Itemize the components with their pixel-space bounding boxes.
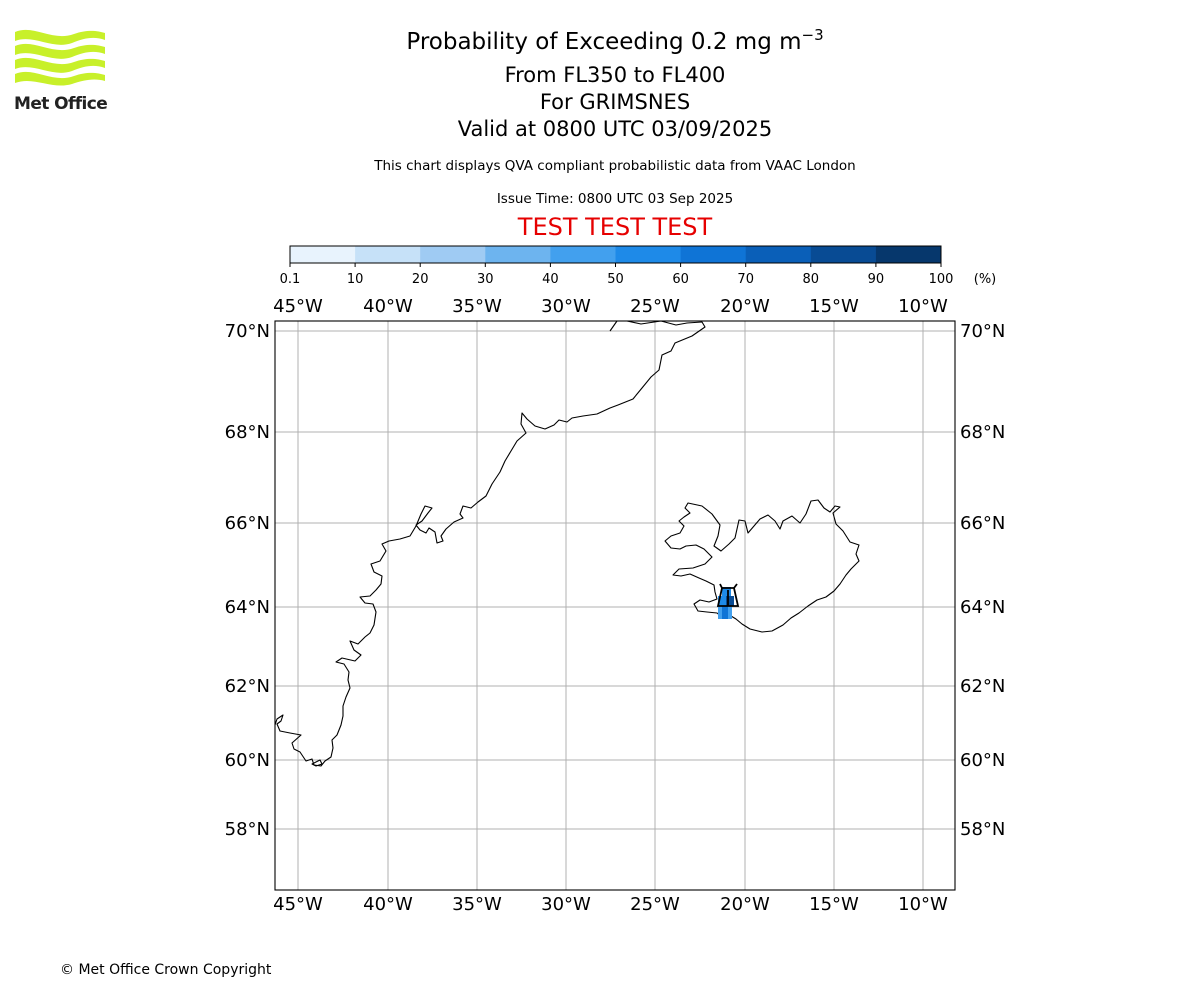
colorbar-cell bbox=[550, 246, 616, 263]
longitude-label-bottom: 30°W bbox=[541, 894, 591, 915]
chart-title: Probability of Exceeding 0.2 mg m−3 bbox=[0, 26, 1200, 55]
colorbar-cell bbox=[355, 246, 421, 263]
ash-probability-field bbox=[718, 587, 734, 619]
longitude-label-top: 45°W bbox=[273, 296, 323, 317]
colorbar-cell bbox=[680, 246, 747, 263]
ash-contour bbox=[716, 583, 740, 607]
colorbar-tick-label: 80 bbox=[803, 272, 820, 287]
longitude-label-top: 20°W bbox=[720, 296, 770, 317]
colorbar-tick-label: 60 bbox=[672, 272, 689, 287]
logo-text: Met Office bbox=[14, 94, 107, 112]
colorbar-cell bbox=[615, 246, 682, 263]
longitude-label-top: 30°W bbox=[541, 296, 591, 317]
flight-levels-subtitle: From FL350 to FL400 bbox=[504, 63, 726, 87]
colorbar-tick-label: 100 bbox=[929, 272, 954, 287]
longitude-label-top: 15°W bbox=[809, 296, 859, 317]
longitude-label-bottom: 40°W bbox=[363, 894, 413, 915]
colorbar-tick-label: 0.1 bbox=[280, 272, 301, 287]
latitude-label-left: 68°N bbox=[225, 422, 270, 443]
valid-time-subtitle: Valid at 0800 UTC 03/09/2025 bbox=[457, 117, 773, 141]
copyright-notice: © Met Office Crown Copyright bbox=[60, 962, 272, 978]
longitude-label-top: 10°W bbox=[898, 296, 948, 317]
volcano-subtitle: For GRIMSNES bbox=[539, 90, 691, 114]
longitude-label-bottom: 10°W bbox=[898, 894, 948, 915]
latitude-label-left: 62°N bbox=[225, 676, 270, 697]
graticule bbox=[275, 321, 955, 890]
colorbar-tick-label: 90 bbox=[868, 272, 885, 287]
greenland-islet bbox=[311, 759, 323, 767]
colorbar-tick-label: 70 bbox=[737, 272, 754, 287]
latitude-label-right: 68°N bbox=[960, 422, 1005, 443]
coastlines bbox=[274, 320, 860, 767]
colorbar-cell bbox=[485, 246, 551, 263]
longitude-label-top: 40°W bbox=[363, 296, 413, 317]
latitude-label-right: 70°N bbox=[960, 321, 1005, 342]
latitude-label-left: 70°N bbox=[225, 321, 270, 342]
colorbar-tick-label: 30 bbox=[477, 272, 494, 287]
colorbar-unit-label: (%) bbox=[974, 272, 997, 287]
colorbar-cell bbox=[290, 246, 356, 263]
latitude-label-left: 58°N bbox=[225, 819, 270, 840]
colorbar-cell bbox=[420, 246, 486, 263]
latitude-label-right: 58°N bbox=[960, 819, 1005, 840]
colorbar-cell bbox=[810, 246, 877, 263]
latitude-label-right: 60°N bbox=[960, 750, 1005, 771]
longitude-label-bottom: 15°W bbox=[809, 894, 859, 915]
latitude-label-left: 66°N bbox=[225, 513, 270, 534]
colorbar-cell bbox=[875, 246, 942, 263]
map-frame bbox=[274, 320, 956, 891]
latitude-label-left: 64°N bbox=[225, 597, 270, 618]
issue-time: Issue Time: 0800 UTC 03 Sep 2025 bbox=[496, 191, 734, 207]
latitude-label-left: 60°N bbox=[225, 750, 270, 771]
longitude-label-top: 35°W bbox=[452, 296, 502, 317]
longitude-label-top: 25°W bbox=[630, 296, 680, 317]
colorbar-cell bbox=[745, 246, 812, 263]
latitude-label-right: 62°N bbox=[960, 676, 1005, 697]
unit-exponent: −3 bbox=[801, 26, 824, 44]
colorbar: 0.1 10 20 30 40 50 60 70 80 90 100 (%) bbox=[280, 245, 997, 287]
chart-title-text: Probability of Exceeding 0.2 mg m bbox=[406, 29, 802, 55]
data-source-note: This chart displays QVA compliant probab… bbox=[374, 158, 856, 174]
colorbar-tick-label: 50 bbox=[607, 272, 624, 287]
longitude-label-bottom: 20°W bbox=[720, 894, 770, 915]
colorbar-tick-label: 10 bbox=[347, 272, 364, 287]
met-office-logo: Met Office bbox=[14, 28, 109, 114]
colorbar-tick-label: 40 bbox=[542, 272, 559, 287]
colorbar-tick-label: 20 bbox=[412, 272, 429, 287]
latitude-label-right: 66°N bbox=[960, 513, 1005, 534]
greenland-coastline bbox=[274, 320, 706, 767]
test-banner: TEST TEST TEST bbox=[517, 213, 713, 241]
longitude-label-bottom: 35°W bbox=[452, 894, 502, 915]
latitude-label-right: 64°N bbox=[960, 597, 1005, 618]
iceland-coastline bbox=[664, 499, 860, 633]
longitude-label-bottom: 45°W bbox=[273, 894, 323, 915]
longitude-label-bottom: 25°W bbox=[630, 894, 680, 915]
